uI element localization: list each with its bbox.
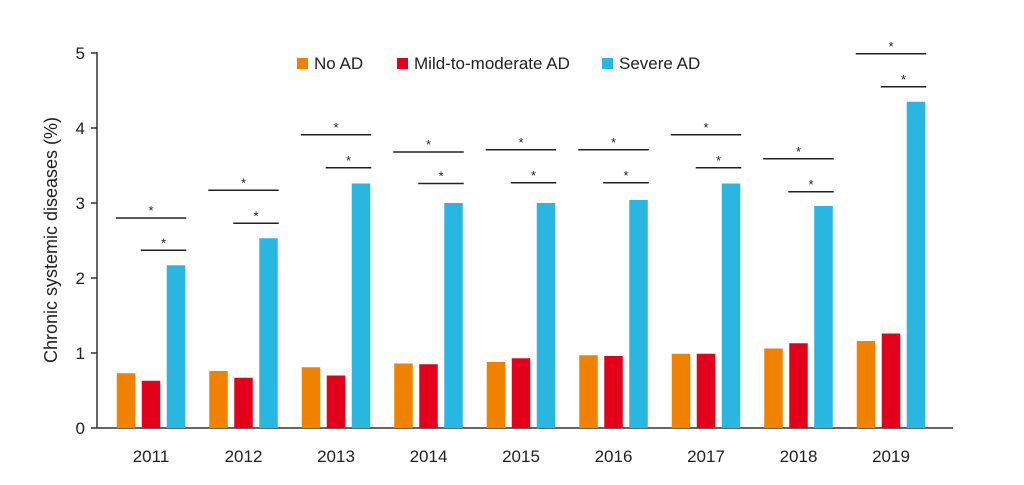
y-axis-label: Chronic systemic diseases (%) xyxy=(41,117,61,363)
bar xyxy=(764,348,783,428)
significance-brackets: * * * * * * * * * * * * * * * * * * xyxy=(115,39,927,251)
x-tick-label: 2011 xyxy=(133,447,170,466)
bar xyxy=(141,380,161,428)
bar xyxy=(259,238,278,428)
bar xyxy=(209,371,228,428)
bar xyxy=(671,353,691,428)
significance-star: * xyxy=(518,135,523,150)
significance-star: * xyxy=(161,235,166,250)
significance-star: * xyxy=(888,39,893,54)
significance-star: * xyxy=(346,153,351,168)
significance-star: * xyxy=(611,135,616,150)
x-tick-label: 2016 xyxy=(595,447,633,466)
bar xyxy=(906,101,926,428)
bar xyxy=(629,200,648,428)
y-tick-label: 2 xyxy=(76,269,85,288)
bar xyxy=(394,363,413,428)
legend-swatch xyxy=(602,58,613,69)
bar xyxy=(351,183,371,428)
legend: No AD Mild-to-moderate AD Severe AD xyxy=(297,54,700,73)
bar xyxy=(486,362,506,428)
bar xyxy=(536,203,556,428)
y-tick-label: 1 xyxy=(76,344,85,363)
significance-star: * xyxy=(438,169,443,184)
bar xyxy=(721,183,741,428)
bar xyxy=(301,367,321,428)
y-tick-label: 5 xyxy=(76,44,85,63)
legend-label: Mild-to-moderate AD xyxy=(414,54,570,73)
bar xyxy=(511,358,531,428)
legend-swatch xyxy=(297,58,308,69)
significance-star: * xyxy=(703,120,708,135)
significance-star: * xyxy=(901,72,906,87)
x-tick-label: 2015 xyxy=(502,447,540,466)
legend-label: No AD xyxy=(314,54,363,73)
bar xyxy=(881,333,901,428)
bar xyxy=(234,377,253,428)
significance-star: * xyxy=(623,168,628,183)
bar xyxy=(444,203,463,428)
bar xyxy=(696,353,716,428)
significance-star: * xyxy=(333,120,338,135)
bar xyxy=(326,375,346,428)
legend-swatch xyxy=(397,58,408,69)
y-tick-label: 4 xyxy=(76,119,85,138)
x-axis: 2011 2012 2013 2014 2015 2016 2017 2018 2019 xyxy=(97,427,953,466)
y-tick-label: 0 xyxy=(76,419,85,438)
significance-star: * xyxy=(241,175,246,190)
x-tick-label: 2019 xyxy=(872,447,910,466)
bar xyxy=(116,373,136,428)
significance-star: * xyxy=(531,168,536,183)
bar xyxy=(419,364,438,428)
y-axis: 0 1 2 3 4 5 xyxy=(76,44,98,438)
bars xyxy=(116,101,926,428)
x-tick-label: 2012 xyxy=(225,447,263,466)
x-tick-label: 2017 xyxy=(687,447,725,466)
bar xyxy=(814,206,833,428)
bar xyxy=(604,356,623,428)
x-tick-label: 2018 xyxy=(780,447,818,466)
x-tick-label: 2014 xyxy=(410,447,448,466)
x-tick-label: 2013 xyxy=(317,447,355,466)
significance-star: * xyxy=(796,144,801,159)
bar xyxy=(579,355,598,428)
significance-star: * xyxy=(253,208,258,223)
significance-star: * xyxy=(716,153,721,168)
bar xyxy=(856,341,876,428)
significance-star: * xyxy=(148,203,153,218)
bar xyxy=(789,343,808,428)
significance-star: * xyxy=(426,137,431,152)
legend-label: Severe AD xyxy=(619,54,700,73)
bar xyxy=(166,265,186,428)
significance-star: * xyxy=(808,177,813,192)
y-tick-label: 3 xyxy=(76,194,85,213)
